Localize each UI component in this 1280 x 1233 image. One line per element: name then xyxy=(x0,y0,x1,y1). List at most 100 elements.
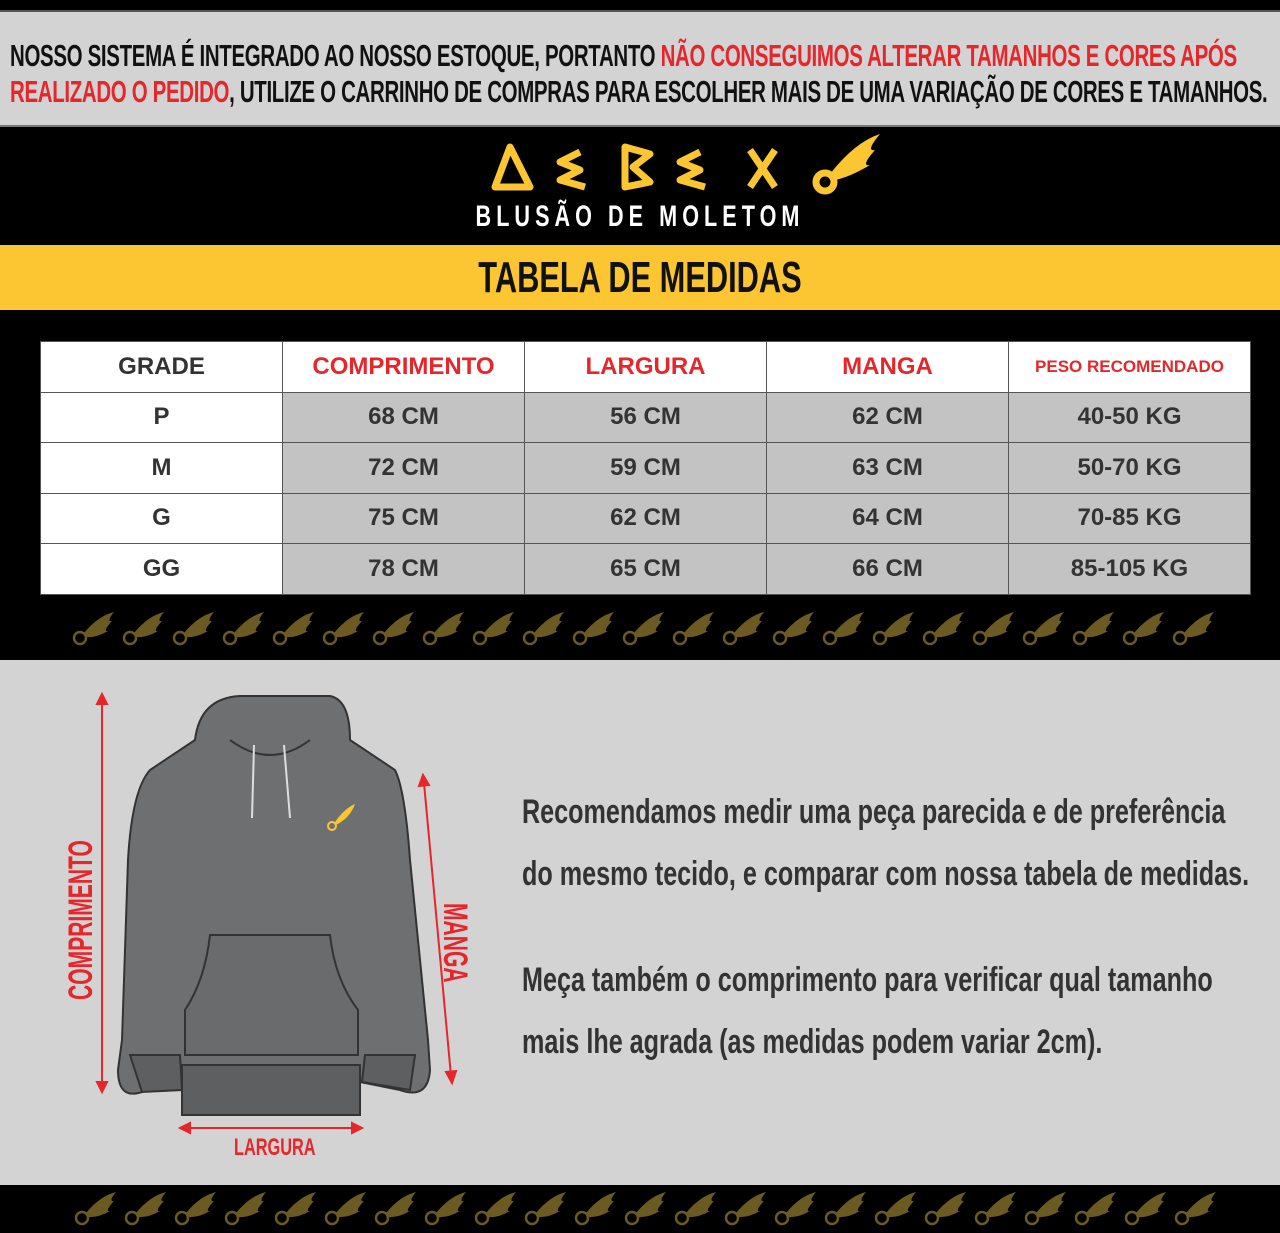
cell: 56 CM xyxy=(524,391,767,443)
notice-warning-text: NÃO CONSEGUIMOS ALTERAR TAMANHOS E CORES… xyxy=(660,38,1238,73)
wing-emblem-icon xyxy=(520,608,570,648)
section-title-band: TABELA DE MEDIDAS xyxy=(0,245,1280,310)
wing-emblem-icon xyxy=(70,608,120,648)
wing-emblem-icon xyxy=(770,608,820,648)
wing-emblem-icon xyxy=(470,608,520,648)
wing-emblem-icon xyxy=(322,1188,372,1228)
header-sleeve: MANGA xyxy=(766,341,1009,393)
wing-emblem-icon xyxy=(420,608,470,648)
notice-text: NOSSO SISTEMA É INTEGRADO AO NOSSO ESTOQ… xyxy=(10,38,661,73)
cell: 64 CM xyxy=(766,492,1009,544)
wing-pattern-row xyxy=(72,1188,1222,1228)
wing-emblem-icon xyxy=(772,1188,822,1228)
wing-emblem-icon xyxy=(720,608,770,648)
cell: 66 CM xyxy=(766,543,1009,595)
instruction-line: Recomendamos medir uma peça parecida e d… xyxy=(522,793,1226,831)
cell: 65 CM xyxy=(524,543,767,595)
wing-emblem-icon xyxy=(922,1188,972,1228)
notice-warning-text: REALIZADO O PEDIDO xyxy=(10,74,230,109)
cell: 50-70 KG xyxy=(1008,442,1251,494)
table-header-row: GRADE COMPRIMENTO LARGURA MANGA PESO REC… xyxy=(40,341,1251,393)
chest-logo-icon xyxy=(327,804,355,831)
cell: 78 CM xyxy=(282,543,525,595)
wing-emblem-icon xyxy=(272,1188,322,1228)
wing-emblem-icon xyxy=(170,608,220,648)
instruction-line: mais lhe agrada (as medidas podem variar… xyxy=(522,1023,1103,1061)
wing-emblem-icon xyxy=(570,608,620,648)
wing-emblem-icon xyxy=(370,608,420,648)
wing-emblem-icon xyxy=(672,1188,722,1228)
measure-guide-panel: COMPRIMENTO MANGA LARGURA Recomendamos m… xyxy=(0,660,1280,1185)
wing-emblem-icon xyxy=(722,1188,772,1228)
notice-text: , UTILIZE O CARRINHO DE COMPRAS PARA ESC… xyxy=(229,74,1268,109)
length-label: COMPRIMENTO xyxy=(61,840,99,1000)
size-table: GRADE COMPRIMENTO LARGURA MANGA PESO REC… xyxy=(40,341,1251,595)
wing-emblem-icon xyxy=(72,1188,122,1228)
wing-emblem-icon xyxy=(972,1188,1022,1228)
wing-emblem-icon xyxy=(572,1188,622,1228)
instruction-line: Meça também o comprimento para verificar… xyxy=(522,961,1213,999)
wing-emblem-icon xyxy=(122,1188,172,1228)
wing-emblem-icon xyxy=(970,608,1020,648)
cell-grade: G xyxy=(40,492,283,544)
wing-emblem-icon xyxy=(320,608,370,648)
debex-logo xyxy=(491,134,880,195)
wing-emblem-icon xyxy=(222,1188,272,1228)
notice-line-2: REALIZADO O PEDIDO, UTILIZE O CARRINHO D… xyxy=(10,74,1268,110)
wing-emblem-icon xyxy=(220,608,270,648)
wing-emblem-icon xyxy=(472,1188,522,1228)
wing-emblem-icon xyxy=(920,608,970,648)
cell: 68 CM xyxy=(282,391,525,443)
header-grade: GRADE xyxy=(40,341,283,393)
wing-emblem-icon xyxy=(1120,608,1170,648)
wing-emblem-icon xyxy=(620,608,670,648)
sleeve-label: MANGA xyxy=(437,903,475,983)
wing-emblem-icon xyxy=(1122,1188,1172,1228)
table-row: M 72 CM 59 CM 63 CM 50-70 KG xyxy=(40,442,1251,494)
brand-header: BLUSÃO DE MOLETOM xyxy=(0,127,1280,245)
table-row: GG 78 CM 65 CM 66 CM 85-105 KG xyxy=(40,543,1251,595)
table-row: P 68 CM 56 CM 62 CM 40-50 KG xyxy=(40,391,1251,443)
section-title: TABELA DE MEDIDAS xyxy=(478,253,802,302)
cell: 72 CM xyxy=(282,442,525,494)
cell: 59 CM xyxy=(524,442,767,494)
wing-emblem-icon xyxy=(522,1188,572,1228)
wing-emblem-icon xyxy=(820,608,870,648)
wing-pattern-row xyxy=(70,608,1220,648)
wing-emblem-icon xyxy=(872,1188,922,1228)
header-weight: PESO RECOMENDADO xyxy=(1008,341,1251,393)
wing-emblem-icon xyxy=(422,1188,472,1228)
cell-grade: M xyxy=(40,442,283,494)
cell: 62 CM xyxy=(524,492,767,544)
table-row: G 75 CM 62 CM 64 CM 70-85 KG xyxy=(40,492,1251,544)
hoodie-diagram: COMPRIMENTO MANGA LARGURA xyxy=(61,691,475,1161)
cell-grade: GG xyxy=(40,543,283,595)
width-label: LARGURA xyxy=(234,1134,316,1161)
order-notice-banner: NOSSO SISTEMA É INTEGRADO AO NOSSO ESTOQ… xyxy=(0,10,1280,127)
wing-emblem-icon xyxy=(1020,608,1070,648)
cell: 70-85 KG xyxy=(1008,492,1251,544)
header-length: COMPRIMENTO xyxy=(282,341,525,393)
wing-emblem-icon xyxy=(870,608,920,648)
cell: 85-105 KG xyxy=(1008,543,1251,595)
cell-grade: P xyxy=(40,391,283,443)
product-subtitle: BLUSÃO DE MOLETOM xyxy=(475,200,805,233)
wing-emblem-icon xyxy=(622,1188,672,1228)
wing-emblem-icon xyxy=(120,608,170,648)
wing-emblem-icon xyxy=(822,1188,872,1228)
header-width: LARGURA xyxy=(524,341,767,393)
wing-emblem-icon xyxy=(1070,608,1120,648)
instruction-line: do mesmo tecido, e comparar com nossa ta… xyxy=(522,855,1250,893)
cell: 63 CM xyxy=(766,442,1009,494)
wing-emblem-icon xyxy=(670,608,720,648)
wing-emblem-icon xyxy=(172,1188,222,1228)
wing-emblem-icon xyxy=(1170,608,1220,648)
wing-emblem-icon xyxy=(372,1188,422,1228)
cell: 40-50 KG xyxy=(1008,391,1251,443)
wing-emblem-icon xyxy=(1172,1188,1222,1228)
wing-emblem-icon xyxy=(1022,1188,1072,1228)
wing-emblem-icon xyxy=(270,608,320,648)
notice-line-1: NOSSO SISTEMA É INTEGRADO AO NOSSO ESTOQ… xyxy=(10,38,1237,74)
wing-emblem-icon xyxy=(1072,1188,1122,1228)
cell: 62 CM xyxy=(766,391,1009,443)
